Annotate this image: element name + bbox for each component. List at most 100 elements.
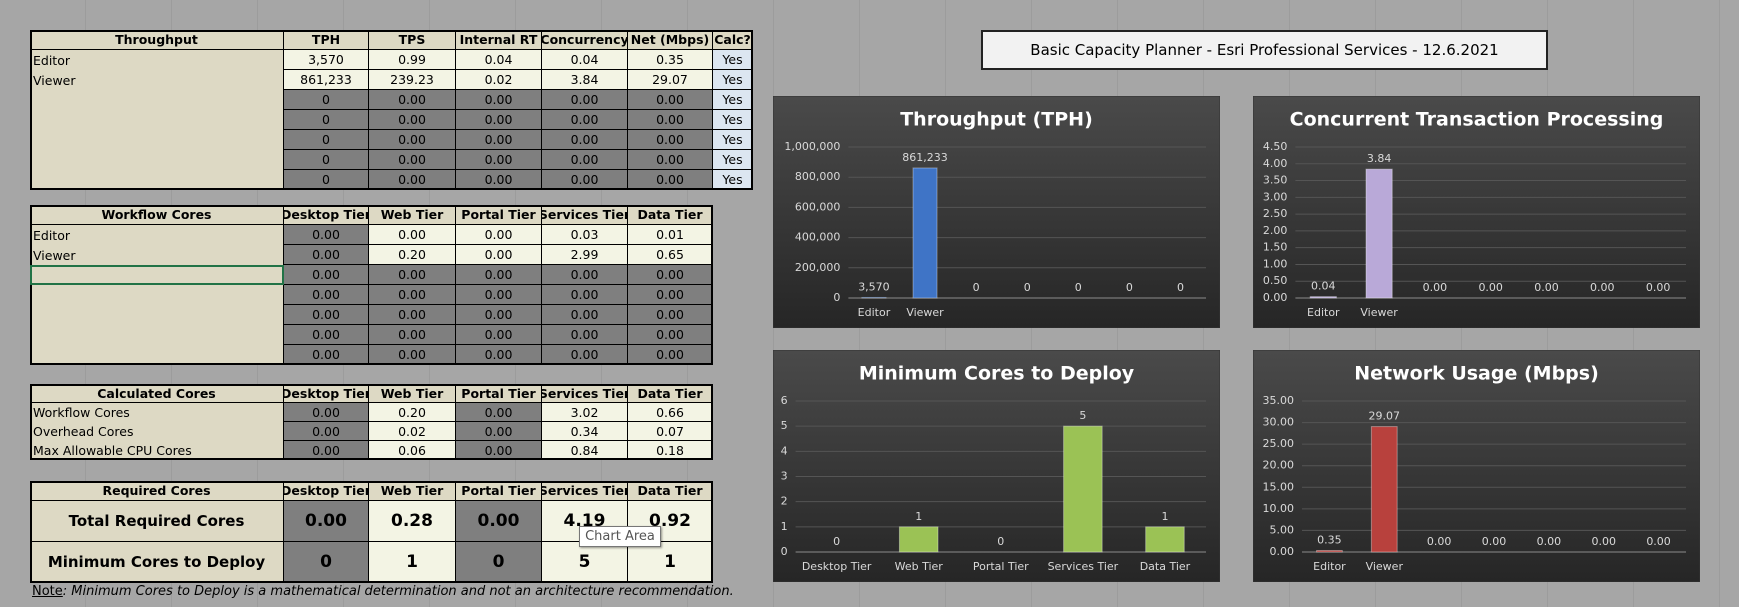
table-cell[interactable]: 861,233	[284, 70, 369, 90]
chart[interactable]: Throughput (TPH) 0 200,000 400,000 600,000 80…	[773, 96, 1220, 328]
table-cell[interactable]: 0	[284, 130, 369, 150]
table-cell[interactable]: 0.00	[284, 305, 369, 325]
table-cell[interactable]: 0.00	[369, 265, 456, 285]
row-label[interactable]	[30, 285, 284, 305]
table-cell[interactable]: 0.00	[456, 130, 542, 150]
table-cell[interactable]: 0.20	[369, 403, 456, 422]
table-cell[interactable]: 0.00	[369, 130, 456, 150]
row-label[interactable]	[30, 150, 284, 170]
table-cell[interactable]: 0.00	[456, 245, 542, 265]
chart[interactable]: Minimum Cores to Deploy 0 1 2 3 4 5 6 0 Desktop T…	[773, 350, 1220, 582]
table-cell[interactable]: 0.00	[628, 130, 713, 150]
table-cell[interactable]: 0	[284, 110, 369, 130]
table-cell[interactable]: 0	[456, 542, 542, 583]
table-cell[interactable]: Yes	[713, 170, 753, 190]
table-cell[interactable]: 0.28	[369, 501, 456, 542]
table-cell[interactable]: 0.00	[542, 285, 628, 305]
table-cell[interactable]: 0.84	[542, 441, 628, 460]
table-cell[interactable]: Yes	[713, 150, 753, 170]
table-cell[interactable]: 0.00	[542, 110, 628, 130]
table-cell[interactable]: 0	[284, 542, 369, 583]
table-cell[interactable]: 0.34	[542, 422, 628, 441]
row-label[interactable]: Overhead Cores	[30, 422, 284, 441]
table-cell[interactable]: 0.02	[369, 422, 456, 441]
table-cell[interactable]: 0.00	[542, 130, 628, 150]
row-label[interactable]: Viewer	[30, 245, 284, 265]
table-cell[interactable]: 0.00	[456, 345, 542, 365]
table-cell[interactable]: 0.04	[456, 50, 542, 70]
table-cell[interactable]: 0.00	[628, 325, 713, 345]
row-label[interactable]	[30, 265, 284, 285]
table-cell[interactable]: 0.04	[542, 50, 628, 70]
table-cell[interactable]: 0.00	[456, 305, 542, 325]
table-cell[interactable]: Yes	[713, 110, 753, 130]
table-cell[interactable]: 0.00	[284, 225, 369, 245]
table-cell[interactable]: 0.00	[628, 345, 713, 365]
table-cell[interactable]: Yes	[713, 50, 753, 70]
table-cell[interactable]: 0.02	[456, 70, 542, 90]
table-cell[interactable]: 0.00	[628, 110, 713, 130]
row-label[interactable]: Viewer	[30, 70, 284, 90]
table-cell[interactable]: 0.00	[542, 265, 628, 285]
table-cell[interactable]: 0.00	[542, 345, 628, 365]
row-label[interactable]	[30, 90, 284, 110]
table-cell[interactable]: 0.00	[542, 170, 628, 190]
table-cell[interactable]: 0.99	[369, 50, 456, 70]
table-cell[interactable]: 0.00	[284, 441, 369, 460]
table-cell[interactable]: Yes	[713, 70, 753, 90]
table-cell[interactable]: 0	[284, 170, 369, 190]
table-cell[interactable]: 3.84	[542, 70, 628, 90]
table-cell[interactable]: 0.03	[542, 225, 628, 245]
table-cell[interactable]: 0.00	[284, 245, 369, 265]
table-cell[interactable]: 0.00	[284, 501, 369, 542]
table-cell[interactable]: 0.00	[456, 285, 542, 305]
table-cell[interactable]: 0	[284, 90, 369, 110]
table-cell[interactable]: 0.65	[628, 245, 713, 265]
table-cell[interactable]: 1	[628, 542, 713, 583]
table-cell[interactable]: 0.00	[284, 325, 369, 345]
table-cell[interactable]: 0.00	[456, 441, 542, 460]
table-cell[interactable]: 0.20	[369, 245, 456, 265]
table-cell[interactable]: Yes	[713, 130, 753, 150]
table-cell[interactable]: 0.00	[284, 265, 369, 285]
table-cell[interactable]: 0.00	[284, 345, 369, 365]
table-cell[interactable]: 0.00	[628, 170, 713, 190]
table-cell[interactable]: 0.00	[284, 422, 369, 441]
row-label[interactable]	[30, 305, 284, 325]
table-cell[interactable]: 0.00	[369, 150, 456, 170]
row-label[interactable]: Workflow Cores	[30, 403, 284, 422]
table-cell[interactable]: 0.00	[628, 305, 713, 325]
table-cell[interactable]: 0.00	[456, 265, 542, 285]
row-label[interactable]	[30, 110, 284, 130]
table-cell[interactable]: 0.00	[456, 150, 542, 170]
table-cell[interactable]: 0.07	[628, 422, 713, 441]
table-cell[interactable]: 0.00	[542, 90, 628, 110]
table-cell[interactable]: 0.00	[456, 422, 542, 441]
table-cell[interactable]: 0.00	[369, 325, 456, 345]
row-label[interactable]	[30, 130, 284, 150]
table-cell[interactable]: 0.00	[542, 150, 628, 170]
table-cell[interactable]: 0.00	[456, 501, 542, 542]
table-cell[interactable]: 0.00	[456, 170, 542, 190]
row-label[interactable]: Total Required Cores	[30, 501, 284, 542]
table-cell[interactable]: 1	[369, 542, 456, 583]
table-cell[interactable]: 0.00	[628, 150, 713, 170]
table-cell[interactable]: 0.00	[284, 403, 369, 422]
table-cell[interactable]: 0.00	[456, 110, 542, 130]
table-cell[interactable]: 3,570	[284, 50, 369, 70]
table-cell[interactable]: 0.00	[284, 285, 369, 305]
table-cell[interactable]: 0.00	[369, 285, 456, 305]
row-label[interactable]	[30, 345, 284, 365]
table-cell[interactable]: 0.00	[369, 170, 456, 190]
table-cell[interactable]: 0.00	[369, 345, 456, 365]
chart[interactable]: Concurrent Transaction Processing 0.00 0.5…	[1253, 96, 1700, 328]
row-label[interactable]: Editor	[30, 225, 284, 245]
table-cell[interactable]: 0.00	[456, 225, 542, 245]
table-cell[interactable]: 0.66	[628, 403, 713, 422]
table-cell[interactable]: 0.00	[628, 285, 713, 305]
table-cell[interactable]: 0.00	[542, 325, 628, 345]
table-cell[interactable]: 0.00	[369, 225, 456, 245]
table-cell[interactable]: 0.00	[542, 305, 628, 325]
table-cell[interactable]: 0.00	[628, 90, 713, 110]
row-label[interactable]	[30, 325, 284, 345]
